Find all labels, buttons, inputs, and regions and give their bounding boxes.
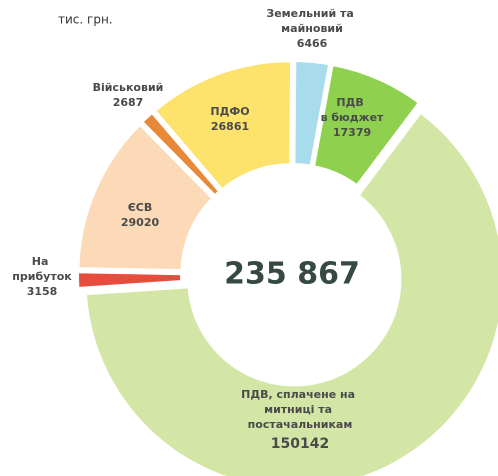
segment-value: 17379 <box>333 126 371 139</box>
name-line: митниці та <box>264 403 336 416</box>
name-line: майновий <box>281 22 343 35</box>
segment-name: ЄСВ <box>128 201 153 214</box>
segment-name: ПДФО <box>210 105 249 118</box>
segment-value: 150142 <box>271 436 329 452</box>
name-line: ПДВ <box>336 96 367 109</box>
segment-value: 6466 <box>297 37 328 50</box>
segment-value: 2687 <box>113 96 144 109</box>
donut-segment <box>75 120 217 274</box>
donut-hole <box>189 172 395 378</box>
name-line: прибуток <box>12 270 72 283</box>
name-line: ПДВ, сплачене на <box>241 388 359 401</box>
segment-name: Військовий <box>93 81 164 94</box>
segment-name: ПДВ, сплачене на митниці та постачальник… <box>241 388 359 431</box>
donut-segment <box>310 61 423 190</box>
name-line: Земельний та <box>266 7 357 20</box>
unit-label: тис. грн. <box>58 13 113 27</box>
name-line: Військовий <box>93 81 164 94</box>
segment-name: На прибуток <box>12 255 72 283</box>
segment-value: 29020 <box>121 216 160 229</box>
segment-value: 3158 <box>27 285 58 298</box>
name-line: постачальникам <box>248 418 353 431</box>
name-line: ЄСВ <box>128 201 153 214</box>
segment-name: ПДВ в бюджет <box>321 96 384 124</box>
donut-segment <box>151 58 295 194</box>
donut-segment <box>75 269 185 292</box>
segment-value: 26861 <box>211 120 249 133</box>
name-line: ПДФО <box>210 105 249 118</box>
name-line: На <box>32 255 52 268</box>
total-label: 235 867 <box>224 257 360 292</box>
donut-segment <box>82 108 498 476</box>
segment-name: Земельний та майновий <box>266 7 357 35</box>
name-line: в бюджет <box>321 111 384 124</box>
